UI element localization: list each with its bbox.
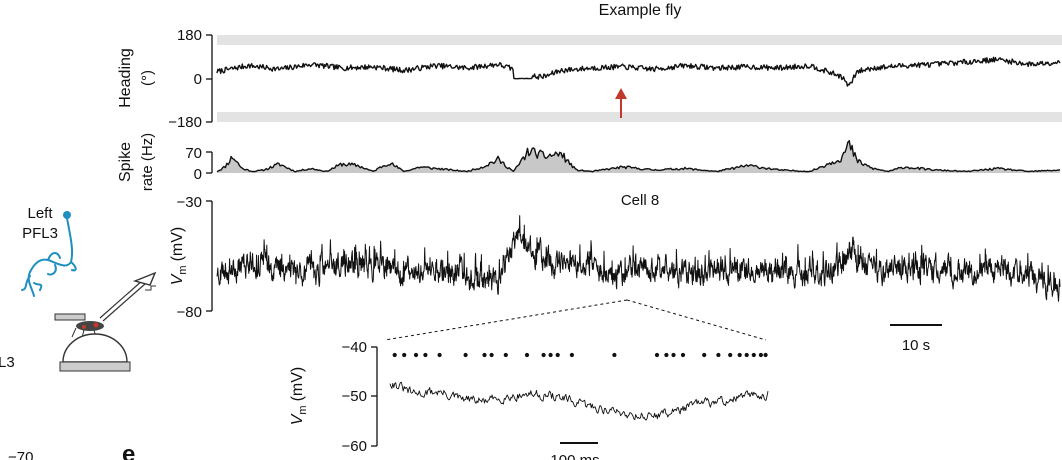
spike-dot bbox=[413, 352, 419, 358]
inset-y-label-unit: (mV) bbox=[289, 367, 306, 402]
spike-dot bbox=[548, 352, 553, 358]
inset-tick-label-neg60: −60 bbox=[342, 438, 367, 455]
vm-trace bbox=[216, 215, 1061, 302]
zoom-guide-right bbox=[626, 299, 767, 341]
spike-dot bbox=[437, 352, 442, 358]
figure-title: Example fly bbox=[599, 2, 682, 19]
spike-dot bbox=[702, 352, 707, 358]
spike-dot bbox=[737, 352, 742, 358]
inset-y-label: Vm (mV) bbox=[289, 367, 309, 426]
membrane-potential-plot: Cell 8 −30 −80 Vm (mV) 10 s bbox=[169, 192, 1061, 354]
spike-rate-tick-label-0: 0 bbox=[194, 166, 202, 183]
time-scalebar-label: 10 s bbox=[902, 337, 930, 354]
vm-y-label-unit: (mV) bbox=[169, 227, 186, 262]
cropped-bottom-label: −70 bbox=[8, 449, 33, 460]
red-arrow-annotation bbox=[615, 88, 627, 118]
heading-band-bottom bbox=[217, 112, 1062, 122]
heading-tick-label-neg180: −180 bbox=[168, 114, 202, 131]
spike-dot bbox=[758, 352, 764, 358]
spike-rate-plot: 70 0 Spike rate (Hz) bbox=[117, 133, 1061, 191]
spike-dot bbox=[524, 352, 530, 358]
recording-setup-illustration: Left PFL3 L3 −70 e bbox=[0, 205, 157, 460]
spike-dot bbox=[751, 352, 756, 358]
heading-band-top bbox=[217, 35, 1062, 45]
inset-tick-label-neg40: −40 bbox=[342, 339, 367, 356]
spike-raster bbox=[392, 352, 768, 358]
inset-trace bbox=[389, 381, 769, 421]
spike-dot bbox=[763, 352, 768, 358]
heading-y-label: Heading bbox=[117, 48, 134, 108]
inset-scalebar-label: 100 ms bbox=[550, 452, 599, 460]
spike-rate-trace bbox=[216, 140, 1061, 173]
neuron-label-line1: Left bbox=[27, 205, 53, 222]
heading-plot: 180 0 −180 Heading (°) bbox=[117, 27, 1062, 131]
spike-dot bbox=[671, 352, 676, 358]
spike-dot bbox=[664, 352, 669, 358]
spike-dot bbox=[569, 352, 575, 358]
spike-dot bbox=[402, 352, 407, 358]
inset-tick-label-neg50: −50 bbox=[342, 388, 367, 405]
vm-tick-label-neg30: −30 bbox=[177, 194, 202, 211]
spike-dot bbox=[728, 352, 733, 358]
spike-dot bbox=[482, 352, 487, 358]
spike-dot bbox=[463, 352, 468, 358]
vm-y-label: Vm (mV) bbox=[169, 227, 189, 286]
cell-title: Cell 8 bbox=[621, 192, 659, 209]
spike-dot bbox=[541, 352, 546, 358]
electrode-icon bbox=[99, 271, 157, 322]
spike-dot bbox=[654, 352, 660, 358]
spike-rate-tick-label-70: 70 bbox=[185, 145, 202, 162]
panel-letter: e bbox=[122, 441, 135, 460]
inset-y-label-sub: m bbox=[297, 405, 309, 414]
spike-dot bbox=[716, 352, 721, 358]
neuron-morphology-icon bbox=[21, 211, 77, 297]
spike-dot bbox=[392, 352, 397, 358]
spike-dot bbox=[423, 352, 428, 358]
vm-tick-label-neg80: −80 bbox=[177, 304, 202, 321]
spike-rate-y-label-line2: rate (Hz) bbox=[139, 133, 156, 191]
heading-tick-label-0: 0 bbox=[194, 71, 202, 88]
spike-dot bbox=[503, 352, 508, 358]
spike-dot bbox=[744, 352, 749, 358]
heading-trace bbox=[216, 56, 1061, 87]
inset-zoom-plot: −40 −50 −60 Vm (mV) 100 ms bbox=[289, 339, 769, 460]
heading-tick-label-180: 180 bbox=[177, 27, 202, 44]
spike-dot bbox=[680, 352, 686, 358]
neuron-label-line2: PFL3 bbox=[22, 225, 58, 242]
inset-y-label-v: V bbox=[289, 413, 306, 425]
spike-dot bbox=[555, 352, 560, 358]
spike-rate-y-label-line1: Spike bbox=[117, 142, 134, 182]
spike-dot bbox=[489, 352, 494, 358]
spike-dot bbox=[612, 352, 617, 358]
vm-y-label-sub: m bbox=[177, 265, 189, 274]
spike-rate-area bbox=[217, 140, 1060, 173]
zoom-guide-left bbox=[384, 299, 628, 341]
vm-y-label-v: V bbox=[169, 273, 186, 285]
fly-on-ball-icon bbox=[54, 313, 131, 372]
cropped-edge-label: L3 bbox=[0, 354, 15, 371]
heading-y-unit: (°) bbox=[139, 70, 156, 86]
